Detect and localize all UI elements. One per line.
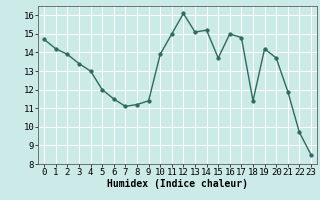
X-axis label: Humidex (Indice chaleur): Humidex (Indice chaleur) [107,179,248,189]
